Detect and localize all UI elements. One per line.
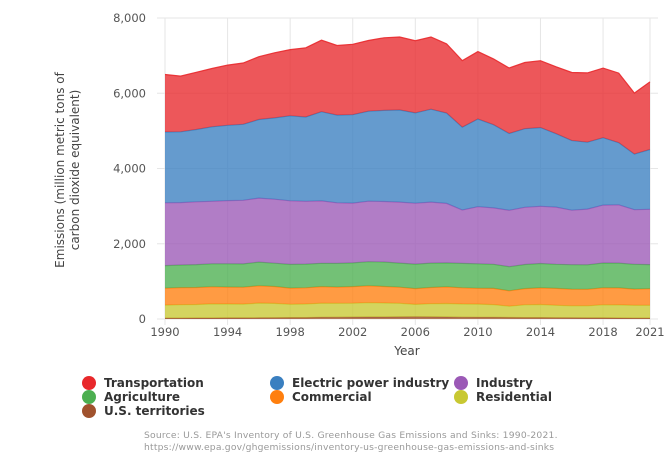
x-axis: 1990 1994 1998 2002 2006 2010 2014 2018 2021 xyxy=(150,325,664,339)
area-transportation xyxy=(165,37,650,155)
legend-dot-icon xyxy=(454,376,468,390)
x-tick-label: 2014 xyxy=(526,325,555,339)
area-agriculture xyxy=(165,261,650,291)
legend-item-us-territories[interactable]: U.S. territories xyxy=(82,404,205,418)
line-transportation xyxy=(164,36,651,94)
legend-label: Transportation xyxy=(104,376,204,390)
area-series xyxy=(164,36,651,319)
y-axis-title-line-1: Emissions (million metric tons of xyxy=(53,71,67,267)
y-tick-label: 8,000 xyxy=(113,11,146,25)
area-u-s-territories xyxy=(165,316,650,319)
area-residential xyxy=(165,302,650,319)
legend-dot-icon xyxy=(82,376,96,390)
x-tick-label: 1998 xyxy=(276,325,305,339)
area-commercial xyxy=(165,285,650,307)
legend-label: Agriculture xyxy=(104,390,181,404)
y-tick-label: 0 xyxy=(139,312,146,326)
legend-label: Electric power industry xyxy=(292,376,450,390)
y-axis: 0 2,000 4,000 6,000 8,000 xyxy=(113,11,146,326)
x-tick-label: 1990 xyxy=(150,325,179,339)
x-tick-label: 2021 xyxy=(635,325,664,339)
legend-item-transportation[interactable]: Transportation xyxy=(82,376,204,390)
legend-dot-icon xyxy=(270,376,284,390)
legend-item-commercial[interactable]: Commercial xyxy=(270,390,372,404)
legend-label: Residential xyxy=(476,390,552,404)
x-tick-label: 1994 xyxy=(213,325,242,339)
legend-item-agriculture[interactable]: Agriculture xyxy=(82,390,180,404)
area-industry xyxy=(165,198,650,267)
legend-dot-icon xyxy=(82,390,96,404)
stacked-area-chart: 1990 1994 1998 2002 2006 2010 2014 2018 2021 0 2,… xyxy=(53,11,665,358)
x-tick-label: 2018 xyxy=(588,325,617,339)
x-tick-label: 2006 xyxy=(401,325,430,339)
legend-label: Commercial xyxy=(292,390,372,404)
source-url: https://www.epa.gov/ghgemissions/invento… xyxy=(144,442,555,453)
y-tick-label: 2,000 xyxy=(113,237,146,251)
legend-dot-icon xyxy=(454,390,468,404)
legend-item-industry[interactable]: Industry xyxy=(454,376,533,390)
x-tick-label: 2002 xyxy=(338,325,367,339)
legend-item-electric-power[interactable]: Electric power industry xyxy=(270,376,449,390)
source-note: Source: U.S. EPA's Inventory of U.S. Gre… xyxy=(144,430,558,454)
legend-label: Industry xyxy=(476,376,533,390)
y-axis-title: Emissions (million metric tons of carbon… xyxy=(53,71,82,267)
y-tick-label: 6,000 xyxy=(113,86,146,100)
y-tick-label: 4,000 xyxy=(113,162,146,176)
legend-dot-icon xyxy=(270,390,284,404)
legend-item-residential[interactable]: Residential xyxy=(454,390,552,404)
x-axis-title: Year xyxy=(393,344,419,358)
area-electric-power-industry xyxy=(165,109,650,211)
source-text: Source: U.S. EPA's Inventory of U.S. Gre… xyxy=(144,430,558,441)
y-axis-title-line-2: carbon dioxide equivalent) xyxy=(68,90,82,251)
x-tick-label: 2010 xyxy=(463,325,492,339)
legend-dot-icon xyxy=(82,404,96,418)
legend-label: U.S. territories xyxy=(104,404,205,418)
